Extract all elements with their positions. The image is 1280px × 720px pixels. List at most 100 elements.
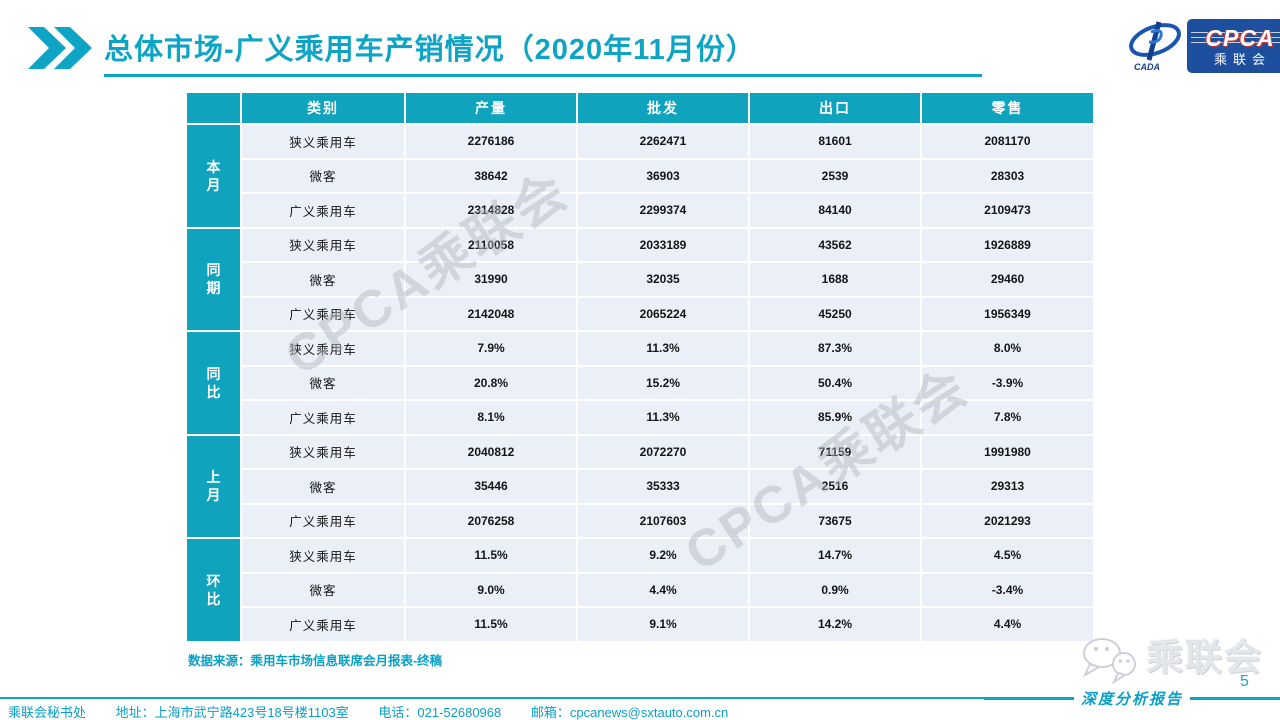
category-cell: 微客 bbox=[242, 366, 404, 399]
logo-text-cn: 乘联会 bbox=[1213, 51, 1271, 67]
category-cell: 狭义乘用车 bbox=[242, 539, 404, 572]
value-cell: 4.5% bbox=[922, 539, 1093, 572]
value-cell: 2033189 bbox=[578, 228, 748, 261]
footer-divider bbox=[0, 697, 1280, 699]
value-cell: 32035 bbox=[578, 263, 748, 296]
value-cell: 8.1% bbox=[406, 401, 576, 434]
report-type-banner: 深度分析报告 bbox=[984, 688, 1280, 709]
cpca-logo-block: CPCA 乘联会 bbox=[1187, 19, 1280, 73]
value-cell: -3.4% bbox=[922, 573, 1093, 606]
logo-stripes bbox=[1191, 28, 1280, 46]
column-header-2: 批发 bbox=[578, 93, 748, 123]
value-cell: 9.0% bbox=[406, 573, 576, 606]
value-cell: 9.2% bbox=[578, 539, 748, 572]
value-cell: 71159 bbox=[750, 435, 920, 468]
page-number: 5 bbox=[1240, 673, 1249, 690]
cpca-emblem-icon: CADA bbox=[1129, 21, 1181, 72]
banner-rule-right bbox=[1190, 697, 1280, 700]
footer-org: 乘联会秘书处 bbox=[8, 705, 87, 720]
wechat-logo: 乘联会 bbox=[1078, 636, 1263, 688]
row-group-label-2: 同 比 bbox=[187, 332, 240, 434]
value-cell: 29313 bbox=[922, 470, 1093, 503]
value-cell: 2107603 bbox=[578, 504, 748, 537]
value-cell: 9.1% bbox=[578, 608, 748, 641]
category-cell: 广义乘用车 bbox=[242, 504, 404, 537]
value-cell: 11.5% bbox=[406, 608, 576, 641]
value-cell: 0.9% bbox=[750, 573, 920, 606]
row-group-label-0: 本 月 bbox=[187, 125, 240, 227]
wechat-logo-label: 乘联会 bbox=[1146, 637, 1263, 678]
value-cell: 2539 bbox=[750, 159, 920, 192]
value-cell: 1956349 bbox=[922, 297, 1093, 330]
value-cell: 38642 bbox=[406, 159, 576, 192]
value-cell: 35333 bbox=[578, 470, 748, 503]
value-cell: 81601 bbox=[750, 125, 920, 158]
footer-email: 邮箱：cpcanews@sxtauto.com.cn bbox=[530, 705, 729, 720]
value-cell: 2081170 bbox=[922, 125, 1093, 158]
value-cell: 2109473 bbox=[922, 194, 1093, 227]
logo-text-en: CPCA bbox=[1205, 24, 1275, 51]
value-cell: -3.9% bbox=[922, 366, 1093, 399]
value-cell: 28303 bbox=[922, 159, 1093, 192]
value-cell: 1926889 bbox=[922, 228, 1093, 261]
row-group-label-4: 环 比 bbox=[187, 539, 240, 641]
category-cell: 广义乘用车 bbox=[242, 608, 404, 641]
value-cell: 2076258 bbox=[406, 504, 576, 537]
chat-bubbles-icon bbox=[1082, 638, 1136, 685]
row-group-label-1: 同 期 bbox=[187, 228, 240, 330]
value-cell: 11.5% bbox=[406, 539, 576, 572]
value-cell: 11.3% bbox=[578, 332, 748, 365]
value-cell: 7.9% bbox=[406, 332, 576, 365]
market-table: 类别 产量 批发 出口 零售本 月狭义乘用车 2276186 2262471 81601 208… bbox=[187, 93, 1093, 641]
value-cell: 85.9% bbox=[750, 401, 920, 434]
category-cell: 狭义乘用车 bbox=[242, 435, 404, 468]
value-cell: 2021293 bbox=[922, 504, 1093, 537]
page-title: 总体市场-广义乘用车产销情况（2020年11月份） bbox=[104, 26, 982, 77]
category-cell: 狭义乘用车 bbox=[242, 228, 404, 261]
value-cell: 15.2% bbox=[578, 366, 748, 399]
value-cell: 7.8% bbox=[922, 401, 1093, 434]
value-cell: 43562 bbox=[750, 228, 920, 261]
category-cell: 微客 bbox=[242, 159, 404, 192]
value-cell: 50.4% bbox=[750, 366, 920, 399]
value-cell: 2516 bbox=[750, 470, 920, 503]
value-cell: 14.7% bbox=[750, 539, 920, 572]
value-cell: 2072270 bbox=[578, 435, 748, 468]
category-cell: 微客 bbox=[242, 470, 404, 503]
value-cell: 2110058 bbox=[406, 228, 576, 261]
footer-phone: 电话：021-52680968 bbox=[378, 705, 502, 720]
value-cell: 31990 bbox=[406, 263, 576, 296]
footer-contact: 乘联会秘书处 地址：上海市武宁路423号18号楼1103室 电话：021-526… bbox=[8, 702, 754, 720]
banner-rule-left bbox=[984, 697, 1074, 700]
category-cell: 狭义乘用车 bbox=[242, 125, 404, 158]
value-cell: 4.4% bbox=[922, 608, 1093, 641]
value-cell: 2262471 bbox=[578, 125, 748, 158]
value-cell: 14.2% bbox=[750, 608, 920, 641]
value-cell: 1991980 bbox=[922, 435, 1093, 468]
value-cell: 20.8% bbox=[406, 366, 576, 399]
category-cell: 微客 bbox=[242, 573, 404, 606]
value-cell: 2142048 bbox=[406, 297, 576, 330]
data-source-note: 数据来源：乘用车市场信息联席会月报表-终稿 bbox=[188, 654, 443, 668]
value-cell: 35446 bbox=[406, 470, 576, 503]
report-type-label: 深度分析报告 bbox=[1074, 688, 1191, 709]
category-cell: 狭义乘用车 bbox=[242, 332, 404, 365]
column-header-1: 产量 bbox=[406, 93, 576, 123]
value-cell: 2276186 bbox=[406, 125, 576, 158]
value-cell: 11.3% bbox=[578, 401, 748, 434]
value-cell: 8.0% bbox=[922, 332, 1093, 365]
category-cell: 微客 bbox=[242, 263, 404, 296]
category-cell: 广义乘用车 bbox=[242, 297, 404, 330]
double-chevron-icon bbox=[28, 27, 92, 69]
category-cell: 广义乘用车 bbox=[242, 194, 404, 227]
value-cell: 73675 bbox=[750, 504, 920, 537]
value-cell: 2314828 bbox=[406, 194, 576, 227]
column-header-4: 零售 bbox=[922, 93, 1093, 123]
value-cell: 84140 bbox=[750, 194, 920, 227]
category-cell: 广义乘用车 bbox=[242, 401, 404, 434]
value-cell: 1688 bbox=[750, 263, 920, 296]
cpca-logo: CADA CPCA 乘联会 bbox=[1126, 18, 1280, 74]
row-group-label-3: 上 月 bbox=[187, 435, 240, 537]
column-header-0: 类别 bbox=[242, 93, 404, 123]
